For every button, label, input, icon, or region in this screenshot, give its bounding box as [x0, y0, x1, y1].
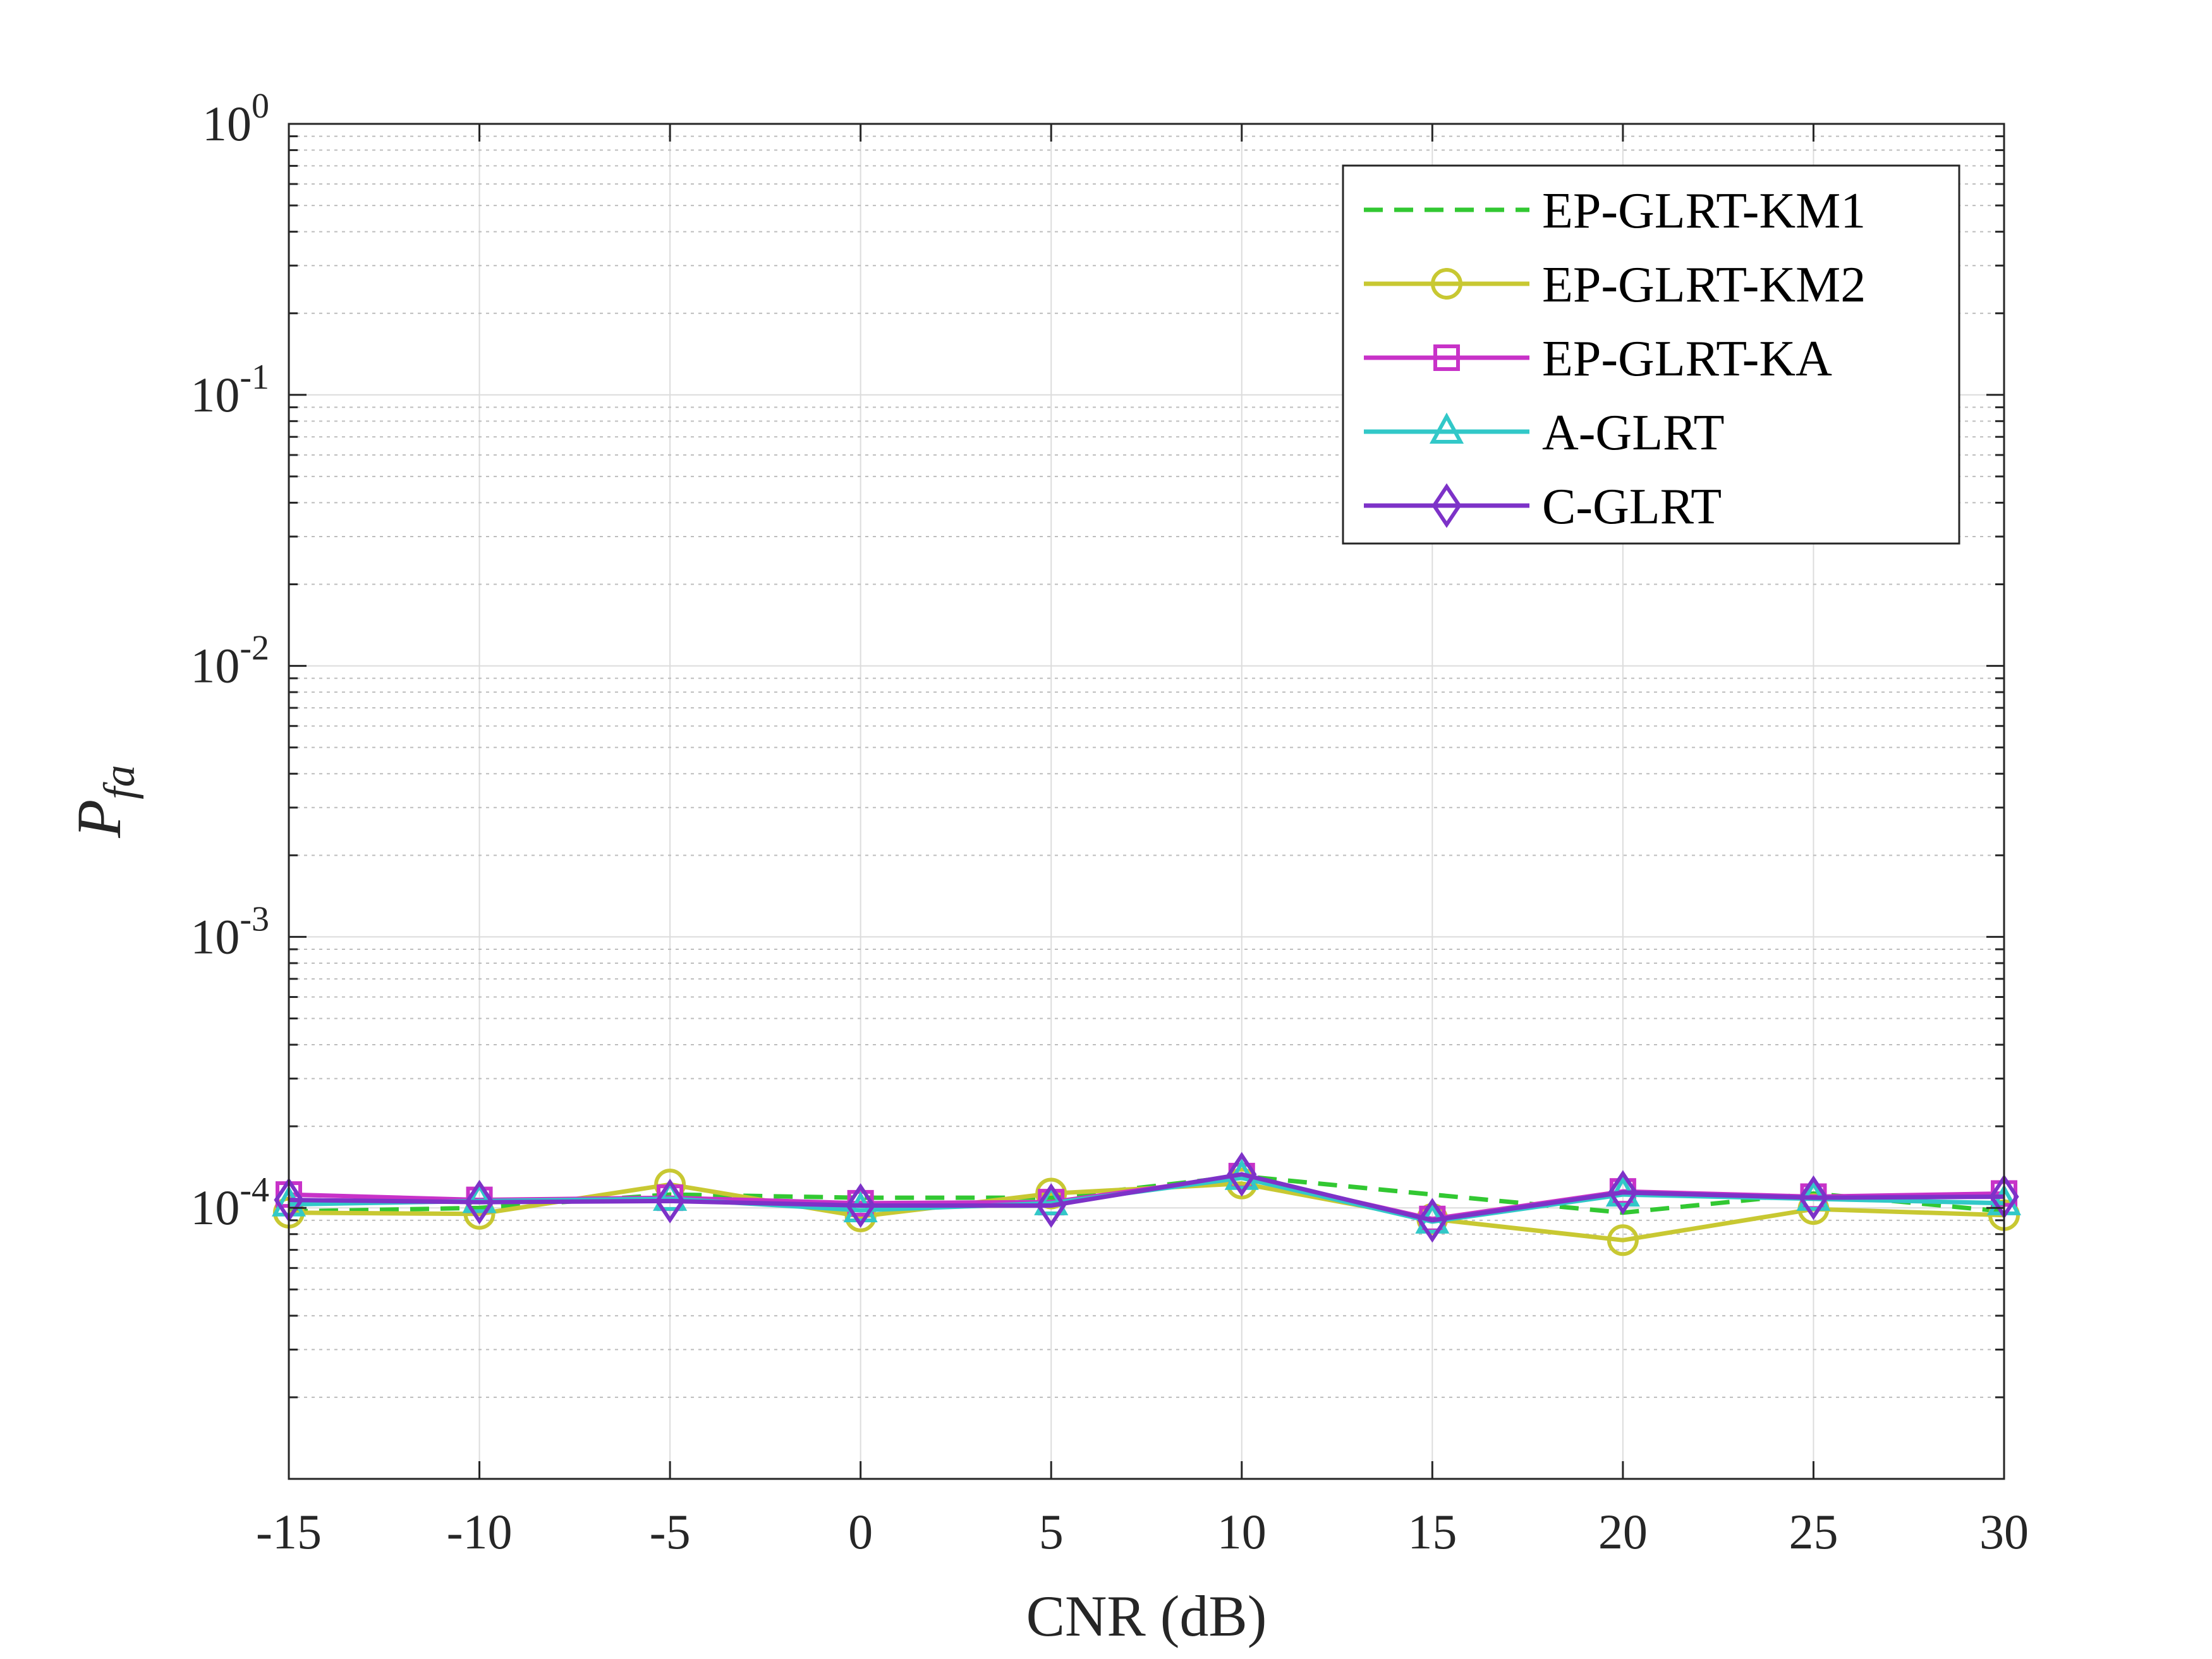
legend: EP-GLRT-KM1 EP-GLRT-KM2 EP-GLRT-KA A-GLRT C-…	[1342, 164, 1960, 545]
y-tick-label-exponent: 0	[252, 87, 269, 126]
data-point	[653, 1179, 688, 1211]
legend-marker	[1431, 483, 1462, 528]
x-tick-label: 0	[848, 1504, 873, 1559]
legend-item-ep-glrt-ka: EP-GLRT-KA	[1364, 331, 1832, 387]
y-tick-label: 10-1	[190, 358, 269, 422]
legend-box	[1342, 164, 1960, 545]
y-axis-label-subscript: fa	[95, 765, 144, 799]
x-tick-label: 15	[1407, 1504, 1457, 1559]
y-tick-label: 10-4	[190, 1170, 269, 1235]
legend-item-ep-glrt-km2: EP-GLRT-KM2	[1364, 257, 1866, 313]
y-tick-label-base: 10	[190, 638, 240, 693]
series-c-glrt	[274, 1152, 2019, 1243]
data-point	[1607, 1224, 1639, 1256]
x-tick-label: -5	[650, 1504, 691, 1559]
y-tick-label-exponent: -1	[240, 358, 269, 397]
legend-marker	[1431, 268, 1462, 300]
y-tick-label: 10-3	[190, 899, 269, 964]
legend-marker	[1433, 344, 1460, 371]
y-axis-label: Pfa	[64, 765, 144, 839]
series-line	[288, 1172, 2005, 1223]
data-point	[1227, 1152, 1257, 1197]
data-point	[1798, 1175, 1829, 1220]
y-tick-label-base: 10	[190, 1180, 240, 1235]
legend-marker	[1429, 412, 1464, 444]
x-tick-label: 20	[1598, 1504, 1648, 1559]
data-point	[655, 1178, 685, 1224]
data-point	[462, 1182, 497, 1213]
data-point	[464, 1179, 495, 1225]
x-tick-label: 30	[1979, 1504, 2029, 1559]
legend-label: C-GLRT	[1542, 479, 1722, 535]
y-tick-label-base: 10	[190, 367, 240, 422]
legend-label: EP-GLRT-KM1	[1542, 183, 1866, 239]
x-axis-label: CNR (dB)	[1026, 1584, 1267, 1648]
x-tick-label: -10	[447, 1504, 513, 1559]
x-tick-label: -15	[256, 1504, 322, 1559]
svg-text:Pfa: Pfa	[64, 765, 144, 839]
axis-ticks	[288, 124, 2005, 1480]
y-tick-label-exponent: -3	[240, 899, 269, 939]
legend-label: EP-GLRT-KM2	[1542, 257, 1866, 313]
y-tick-label: 100	[202, 87, 269, 151]
data-point	[1608, 1170, 1638, 1215]
legend-label: A-GLRT	[1542, 405, 1724, 461]
legend-item-c-glrt: C-GLRT	[1364, 479, 1722, 535]
data-point	[1417, 1198, 1447, 1243]
x-tick-label: 5	[1039, 1504, 1064, 1559]
x-tick-label: 25	[1789, 1504, 1838, 1559]
y-tick-label-exponent: -4	[240, 1170, 269, 1210]
y-tick-label-exponent: -2	[240, 629, 269, 668]
legend-item-ep-glrt-km1: EP-GLRT-KM1	[1364, 183, 1866, 239]
data-point	[1034, 1184, 1069, 1215]
y-tick-label-base: 10	[202, 96, 252, 151]
plot-frame	[288, 123, 2005, 1480]
x-tick-labels: -15 -10 -5 0 5 10 15 20 25 30	[256, 1504, 2029, 1559]
grid	[288, 124, 2005, 1480]
y-axis-label-base: P	[64, 799, 134, 839]
legend-label: EP-GLRT-KA	[1542, 331, 1832, 387]
y-tick-label-base: 10	[190, 909, 240, 964]
data-point	[846, 1183, 876, 1228]
data-point	[1036, 1183, 1066, 1228]
legend-items: EP-GLRT-KM1 EP-GLRT-KM2 EP-GLRT-KA A-GLRT C-…	[1364, 183, 1866, 535]
y-tick-label: 10-2	[190, 629, 269, 693]
x-tick-label: 10	[1217, 1504, 1267, 1559]
legend-item-a-glrt: A-GLRT	[1364, 405, 1724, 461]
data-point	[1225, 1167, 1258, 1200]
